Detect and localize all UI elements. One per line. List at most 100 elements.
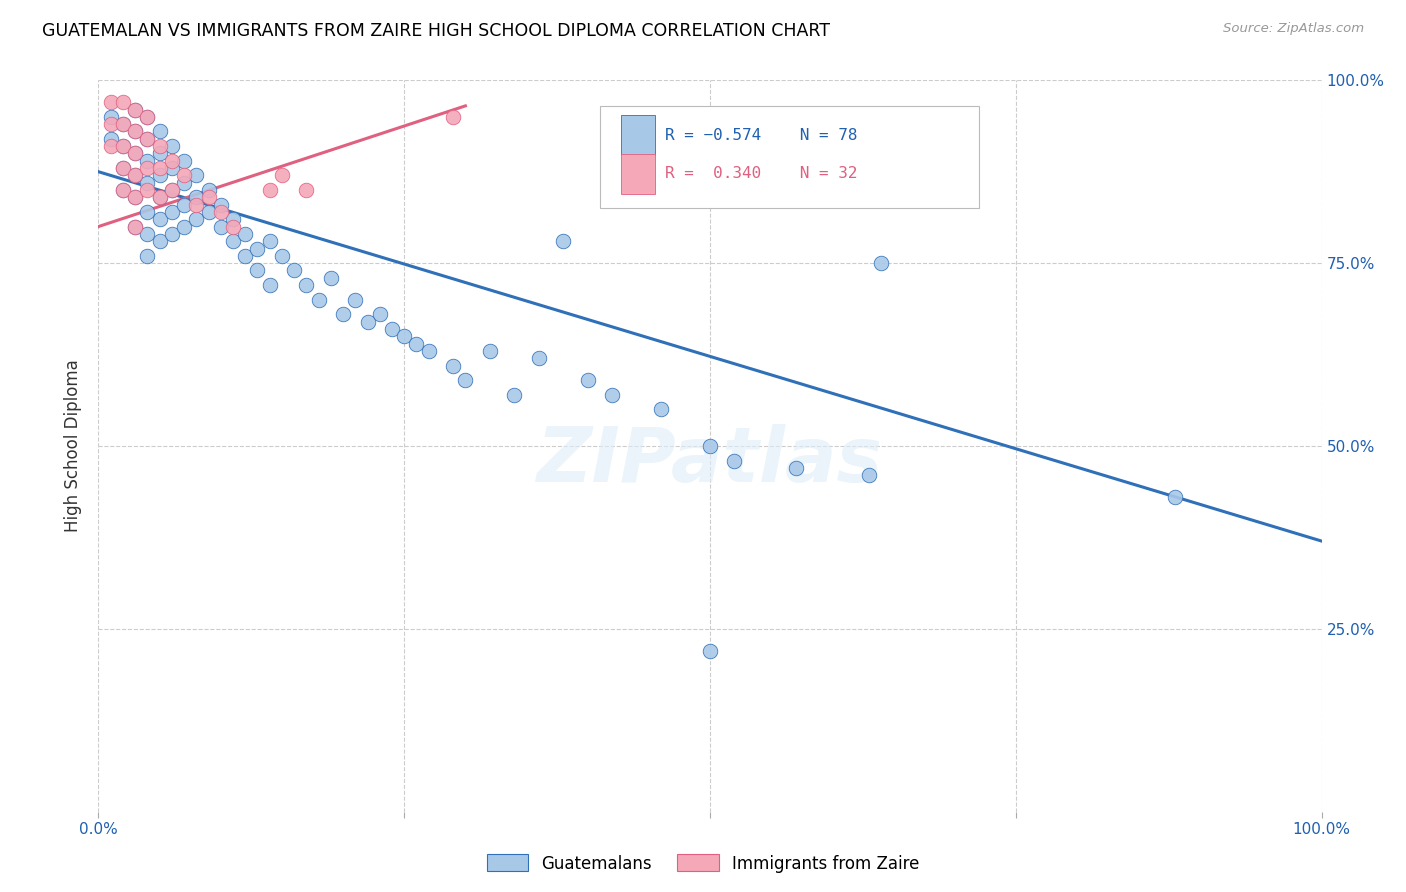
Text: R =  0.340    N = 32: R = 0.340 N = 32 (665, 167, 858, 181)
Point (160, 161, 183, 175)
Point (600, 388, 623, 402)
Point (527, 351, 550, 366)
Point (149, 146, 172, 161)
Point (332, 307, 354, 321)
Point (197, 190, 219, 204)
Point (319, 270, 342, 285)
FancyBboxPatch shape (620, 153, 655, 194)
Text: ZIPatlas: ZIPatlas (537, 424, 883, 498)
Point (283, 263, 305, 277)
Point (173, 169, 195, 183)
Point (124, 219, 146, 234)
Point (111, 139, 134, 153)
Point (173, 197, 195, 211)
Point (124, 124, 146, 138)
Point (222, 219, 245, 234)
Point (173, 219, 195, 234)
Point (699, 644, 721, 658)
Point (100, 95, 122, 110)
Point (136, 132, 159, 146)
Point (136, 110, 159, 124)
Point (553, 234, 575, 248)
Point (136, 176, 159, 190)
Point (1164, 490, 1187, 504)
Point (246, 263, 269, 277)
Point (160, 153, 183, 168)
Point (149, 139, 172, 153)
Point (160, 227, 183, 241)
Text: Source: ZipAtlas.com: Source: ZipAtlas.com (1223, 22, 1364, 36)
Point (136, 249, 159, 263)
Point (259, 278, 281, 293)
Point (222, 212, 245, 227)
Point (136, 183, 159, 197)
Point (100, 110, 122, 124)
Point (209, 197, 232, 211)
Legend: Guatemalans, Immigrants from Zaire: Guatemalans, Immigrants from Zaire (479, 847, 927, 880)
Point (209, 219, 232, 234)
Point (197, 183, 219, 197)
Point (650, 402, 672, 417)
Point (344, 293, 367, 307)
Point (136, 205, 159, 219)
Text: R = −0.574    N = 78: R = −0.574 N = 78 (665, 128, 858, 143)
Point (124, 124, 146, 138)
Point (270, 249, 294, 263)
Point (100, 139, 122, 153)
Point (723, 453, 745, 467)
Point (149, 190, 172, 204)
Point (441, 359, 464, 373)
Point (295, 183, 318, 197)
Point (259, 183, 281, 197)
Point (111, 183, 134, 197)
Point (100, 117, 122, 131)
Text: GUATEMALAN VS IMMIGRANTS FROM ZAIRE HIGH SCHOOL DIPLOMA CORRELATION CHART: GUATEMALAN VS IMMIGRANTS FROM ZAIRE HIGH… (42, 22, 830, 40)
Point (186, 197, 208, 211)
Point (160, 205, 183, 219)
Point (124, 219, 146, 234)
Point (454, 373, 477, 387)
Point (295, 278, 318, 293)
Point (418, 343, 440, 358)
Point (160, 183, 183, 197)
Point (111, 183, 134, 197)
Point (124, 146, 146, 161)
Point (149, 124, 172, 138)
Point (186, 190, 208, 204)
Point (405, 336, 427, 351)
Point (381, 322, 404, 336)
Point (160, 139, 183, 153)
Point (111, 161, 134, 175)
Point (186, 169, 208, 183)
Point (209, 205, 232, 219)
Point (136, 132, 159, 146)
Point (308, 293, 330, 307)
Point (149, 190, 172, 204)
Point (136, 110, 159, 124)
Point (149, 212, 172, 227)
Point (124, 146, 146, 161)
Point (124, 190, 146, 204)
Point (149, 169, 172, 183)
Point (136, 161, 159, 175)
Point (441, 110, 464, 124)
Point (576, 373, 599, 387)
Point (111, 117, 134, 131)
Point (136, 153, 159, 168)
Point (124, 103, 146, 117)
Point (149, 234, 172, 248)
Point (111, 161, 134, 175)
Point (233, 249, 256, 263)
Point (503, 388, 526, 402)
Point (858, 468, 880, 483)
Point (100, 132, 122, 146)
Point (124, 190, 146, 204)
Point (173, 176, 195, 190)
Point (149, 161, 172, 175)
Point (356, 315, 378, 329)
Point (368, 307, 391, 321)
Point (699, 439, 721, 453)
Point (160, 183, 183, 197)
Point (246, 242, 269, 256)
Point (111, 139, 134, 153)
